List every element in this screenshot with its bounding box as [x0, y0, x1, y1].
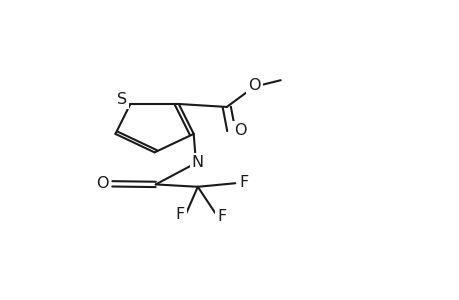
Text: O: O — [96, 176, 108, 191]
Text: S: S — [117, 92, 127, 107]
Text: F: F — [217, 209, 226, 224]
Text: O: O — [234, 123, 246, 138]
Text: F: F — [175, 207, 184, 222]
Text: O: O — [247, 78, 260, 93]
Text: N: N — [191, 155, 203, 170]
Text: F: F — [239, 175, 248, 190]
